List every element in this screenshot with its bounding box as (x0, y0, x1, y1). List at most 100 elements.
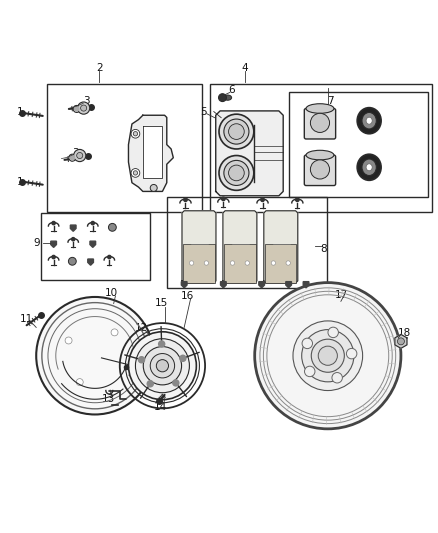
Text: 1: 1 (17, 176, 23, 187)
Polygon shape (303, 281, 309, 288)
Bar (42, 213, 150, 280)
Circle shape (230, 261, 235, 265)
Circle shape (133, 132, 138, 136)
Circle shape (159, 341, 165, 347)
Polygon shape (395, 334, 407, 349)
Text: 13: 13 (101, 394, 115, 404)
Bar (289, 92, 428, 197)
Circle shape (52, 221, 55, 225)
Polygon shape (88, 259, 93, 265)
Text: 3: 3 (72, 148, 79, 158)
Circle shape (65, 337, 72, 344)
Ellipse shape (362, 112, 376, 129)
Circle shape (173, 380, 179, 386)
Circle shape (397, 338, 404, 345)
Text: 1: 1 (17, 107, 23, 117)
Ellipse shape (69, 154, 76, 161)
Circle shape (293, 321, 363, 391)
Circle shape (156, 360, 169, 372)
Circle shape (219, 94, 226, 102)
Circle shape (311, 339, 344, 372)
Text: 17: 17 (335, 290, 348, 300)
Bar (210, 84, 432, 212)
Circle shape (74, 149, 86, 161)
Circle shape (77, 152, 83, 158)
FancyBboxPatch shape (184, 244, 215, 283)
Circle shape (229, 124, 244, 140)
Polygon shape (259, 281, 265, 288)
Circle shape (133, 171, 138, 175)
Circle shape (302, 329, 354, 382)
Circle shape (332, 373, 343, 383)
Polygon shape (51, 241, 57, 247)
Circle shape (150, 353, 175, 378)
Ellipse shape (311, 114, 329, 133)
Text: 9: 9 (34, 238, 40, 247)
Polygon shape (223, 211, 257, 283)
Ellipse shape (357, 108, 381, 134)
FancyBboxPatch shape (224, 244, 255, 283)
FancyBboxPatch shape (304, 109, 336, 139)
Circle shape (52, 255, 55, 259)
Circle shape (71, 238, 75, 241)
Circle shape (219, 156, 254, 190)
Ellipse shape (366, 164, 372, 171)
Text: 16: 16 (181, 291, 194, 301)
FancyBboxPatch shape (265, 244, 297, 283)
Ellipse shape (73, 106, 80, 112)
Circle shape (108, 255, 111, 259)
Text: 12: 12 (135, 324, 148, 333)
Circle shape (81, 105, 87, 111)
Circle shape (91, 221, 95, 225)
Circle shape (204, 261, 208, 265)
FancyBboxPatch shape (304, 155, 336, 185)
Bar (167, 197, 327, 288)
Text: 2: 2 (96, 63, 102, 74)
Circle shape (222, 197, 225, 200)
Circle shape (286, 261, 290, 265)
Ellipse shape (224, 95, 232, 100)
Circle shape (150, 184, 157, 191)
Circle shape (271, 261, 276, 265)
Circle shape (131, 130, 140, 138)
Ellipse shape (362, 159, 376, 175)
Text: 14: 14 (154, 402, 167, 411)
Circle shape (128, 332, 196, 400)
Ellipse shape (357, 154, 381, 180)
Ellipse shape (366, 117, 372, 124)
Ellipse shape (306, 150, 334, 160)
Circle shape (36, 297, 154, 415)
Text: 15: 15 (155, 298, 168, 309)
Circle shape (70, 156, 74, 160)
Circle shape (224, 160, 249, 185)
Circle shape (219, 114, 254, 149)
Circle shape (304, 366, 315, 377)
Polygon shape (264, 211, 298, 283)
Circle shape (138, 357, 145, 363)
Circle shape (245, 261, 250, 265)
Circle shape (328, 327, 339, 337)
Polygon shape (143, 126, 162, 179)
Circle shape (147, 381, 153, 387)
Polygon shape (220, 281, 226, 288)
Text: 4: 4 (242, 63, 248, 74)
Text: 3: 3 (83, 96, 89, 106)
Circle shape (180, 355, 186, 361)
Circle shape (109, 223, 116, 231)
Text: 11: 11 (20, 314, 33, 324)
Polygon shape (90, 241, 95, 247)
Circle shape (224, 119, 249, 144)
Circle shape (254, 282, 401, 429)
Bar (47, 84, 201, 212)
Polygon shape (182, 211, 216, 283)
Circle shape (229, 165, 244, 181)
Circle shape (261, 198, 264, 201)
Ellipse shape (311, 160, 329, 179)
Ellipse shape (306, 104, 334, 114)
Circle shape (111, 329, 118, 336)
Circle shape (143, 346, 182, 385)
Circle shape (318, 346, 337, 365)
Text: 7: 7 (327, 96, 333, 106)
Polygon shape (286, 281, 291, 288)
Text: 10: 10 (105, 288, 118, 298)
